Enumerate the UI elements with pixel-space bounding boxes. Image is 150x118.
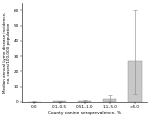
Bar <box>78 101 92 102</box>
Bar <box>53 101 66 102</box>
Y-axis label: Median annual Lyme disease incidence,
no. cases/100,000 population: Median annual Lyme disease incidence, no… <box>3 12 11 93</box>
X-axis label: County canine seroprevalence, %: County canine seroprevalence, % <box>48 111 121 115</box>
Bar <box>103 99 117 102</box>
Bar <box>128 61 142 102</box>
